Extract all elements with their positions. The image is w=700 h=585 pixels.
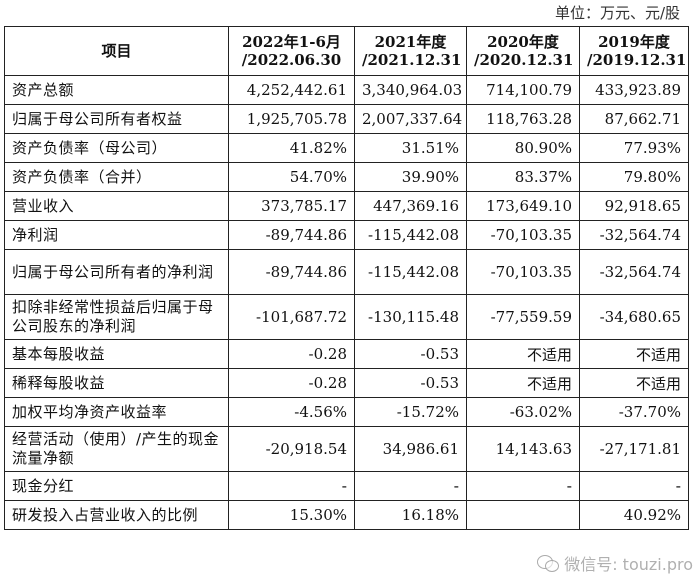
value-cell: -4.56%: [228, 397, 355, 427]
table-row: 归属于母公司所有者的净利润 -89,744.86 -115,442.08 -70,10…: [4, 249, 689, 295]
value-cell: 39.90%: [354, 162, 467, 192]
value-cell: -63.02%: [466, 397, 580, 427]
watermark-text: 微信号: touzi.pro: [564, 555, 693, 574]
value-cell: 173,649.10: [466, 191, 580, 221]
row-label: 经营活动（使用）/产生的现金流量净额: [4, 426, 229, 472]
value-cell: -70,103.35: [466, 249, 580, 295]
value-cell: -0.53: [354, 368, 467, 398]
value-cell: 不适用: [579, 368, 689, 398]
value-cell: 31.51%: [354, 133, 467, 163]
value-cell: 16.18%: [354, 500, 467, 530]
value-cell: 不适用: [579, 339, 689, 369]
value-cell: -115,442.08: [354, 220, 467, 250]
row-label: 归属于母公司所有者的净利润: [4, 249, 229, 295]
table-row: 现金分红 - - - -: [4, 471, 689, 501]
table-row: 稀释每股收益 -0.28 -0.53 不适用 不适用: [4, 368, 689, 398]
table-row: 研发投入占营业收入的比例 15.30% 16.18% 40.92%: [4, 500, 689, 530]
value-cell: -0.28: [228, 368, 355, 398]
value-cell: -15.72%: [354, 397, 467, 427]
value-cell: 不适用: [466, 339, 580, 369]
value-cell: -: [354, 471, 467, 501]
row-label: 归属于母公司所有者权益: [4, 104, 229, 134]
value-cell: -0.53: [354, 339, 467, 369]
table-row: 基本每股收益 -0.28 -0.53 不适用 不适用: [4, 339, 689, 369]
value-cell: -: [228, 471, 355, 501]
value-cell: 54.70%: [228, 162, 355, 192]
row-label: 加权平均净资产收益率: [4, 397, 229, 427]
header-2022h1: 2022年1-6月/2022.06.30: [228, 26, 355, 76]
financial-table: 项目 2022年1-6月/2022.06.30 2021年度/2021.12.3…: [4, 26, 689, 530]
value-cell: -115,442.08: [354, 249, 467, 295]
row-label: 资产负债率（母公司）: [4, 133, 229, 163]
table-row: 加权平均净资产收益率 -4.56% -15.72% -63.02% -37.70%: [4, 397, 689, 427]
value-cell: 15.30%: [228, 500, 355, 530]
table-row: 经营活动（使用）/产生的现金流量净额 -20,918.54 34,986.61 14,…: [4, 426, 689, 472]
value-cell: 3,340,964.03: [354, 75, 467, 105]
value-cell: -89,744.86: [228, 220, 355, 250]
value-cell: -: [579, 471, 689, 501]
value-cell: -130,115.48: [354, 294, 467, 340]
table-row: 扣除非经常性损益后归属于母公司股东的净利润 -101,687.72 -130,115…: [4, 294, 689, 340]
value-cell: -32,564.74: [579, 220, 689, 250]
row-label: 资产负债率（合并）: [4, 162, 229, 192]
value-cell: 373,785.17: [228, 191, 355, 221]
value-cell: 40.92%: [579, 500, 689, 530]
value-cell: 2,007,337.64: [354, 104, 467, 134]
row-label: 研发投入占营业收入的比例: [4, 500, 229, 530]
header-2021: 2021年度/2021.12.31: [354, 26, 467, 76]
value-cell: 80.90%: [466, 133, 580, 163]
value-cell: -: [466, 471, 580, 501]
value-cell: -32,564.74: [579, 249, 689, 295]
header-item: 项目: [4, 26, 229, 76]
value-cell: 不适用: [466, 368, 580, 398]
table-header-row: 项目 2022年1-6月/2022.06.30 2021年度/2021.12.3…: [4, 26, 689, 76]
value-cell: -27,171.81: [579, 426, 689, 472]
value-cell: -77,559.59: [466, 294, 580, 340]
value-cell: -20,918.54: [228, 426, 355, 472]
value-cell: -101,687.72: [228, 294, 355, 340]
value-cell: 41.82%: [228, 133, 355, 163]
value-cell: 14,143.63: [466, 426, 580, 472]
value-cell: 34,986.61: [354, 426, 467, 472]
table-row: 营业收入 373,785.17 447,369.16 173,649.10 92,918…: [4, 191, 689, 221]
value-cell: 4,252,442.61: [228, 75, 355, 105]
value-cell: 433,923.89: [579, 75, 689, 105]
value-cell: -70,103.35: [466, 220, 580, 250]
row-label: 稀释每股收益: [4, 368, 229, 398]
value-cell: [466, 500, 580, 530]
value-cell: -0.28: [228, 339, 355, 369]
value-cell: 77.93%: [579, 133, 689, 163]
header-2019: 2019年度/2019.12.31: [579, 26, 689, 76]
value-cell: -34,680.65: [579, 294, 689, 340]
value-cell: 118,763.28: [466, 104, 580, 134]
value-cell: 714,100.79: [466, 75, 580, 105]
row-label: 资产总额: [4, 75, 229, 105]
value-cell: -37.70%: [579, 397, 689, 427]
value-cell: 447,369.16: [354, 191, 467, 221]
value-cell: -89,744.86: [228, 249, 355, 295]
wechat-icon: [537, 554, 560, 572]
value-cell: 87,662.71: [579, 104, 689, 134]
row-label: 净利润: [4, 220, 229, 250]
header-2020: 2020年度/2020.12.31: [466, 26, 580, 76]
row-label: 扣除非经常性损益后归属于母公司股东的净利润: [4, 294, 229, 340]
row-label: 基本每股收益: [4, 339, 229, 369]
row-label: 营业收入: [4, 191, 229, 221]
row-label: 现金分红: [4, 471, 229, 501]
value-cell: 1,925,705.78: [228, 104, 355, 134]
table-row: 净利润 -89,744.86 -115,442.08 -70,103.35 -32,56…: [4, 220, 689, 250]
table-row: 资产负债率（合并） 54.70% 39.90% 83.37% 79.80%: [4, 162, 689, 192]
unit-note: 单位：万元、元/股: [554, 4, 680, 22]
value-cell: 92,918.65: [579, 191, 689, 221]
value-cell: 79.80%: [579, 162, 689, 192]
table-row: 归属于母公司所有者权益 1,925,705.78 2,007,337.64 118,7…: [4, 104, 689, 134]
table-row: 资产负债率（母公司） 41.82% 31.51% 80.90% 77.93%: [4, 133, 689, 163]
watermark: 微信号: touzi.pro: [534, 551, 696, 575]
value-cell: 83.37%: [466, 162, 580, 192]
table-row: 资产总额 4,252,442.61 3,340,964.03 714,100.79 43…: [4, 75, 689, 105]
